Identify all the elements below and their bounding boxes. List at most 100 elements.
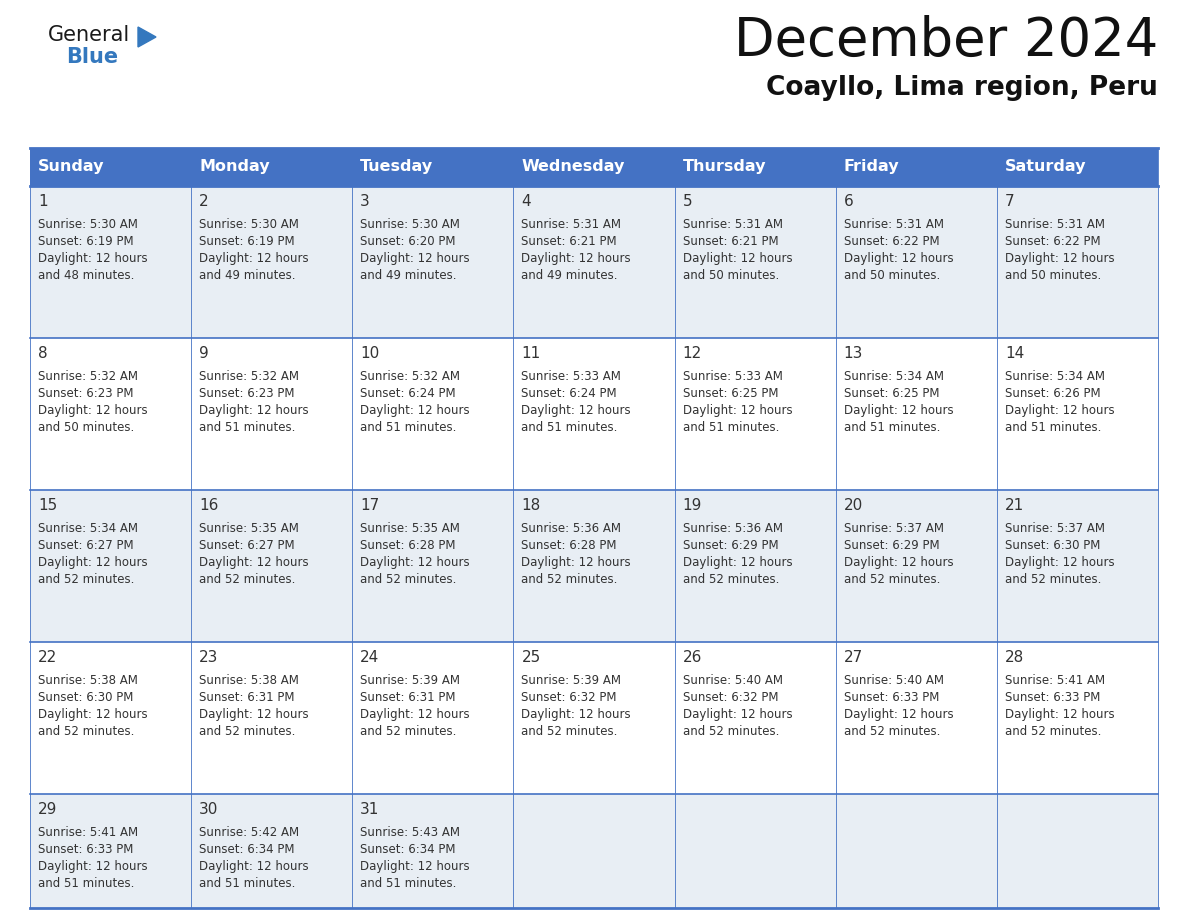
Text: 4: 4 — [522, 194, 531, 209]
Text: Sunrise: 5:33 AM: Sunrise: 5:33 AM — [522, 370, 621, 383]
Text: 3: 3 — [360, 194, 369, 209]
Text: Daylight: 12 hours: Daylight: 12 hours — [360, 252, 470, 265]
Text: Daylight: 12 hours: Daylight: 12 hours — [200, 404, 309, 417]
Text: Sunrise: 5:34 AM: Sunrise: 5:34 AM — [38, 522, 138, 535]
Text: Sunday: Sunday — [38, 160, 105, 174]
Text: Daylight: 12 hours: Daylight: 12 hours — [683, 252, 792, 265]
Text: 29: 29 — [38, 802, 57, 817]
Text: Daylight: 12 hours: Daylight: 12 hours — [38, 860, 147, 873]
Text: and 49 minutes.: and 49 minutes. — [522, 269, 618, 282]
Text: and 52 minutes.: and 52 minutes. — [683, 725, 779, 738]
Text: and 51 minutes.: and 51 minutes. — [38, 877, 134, 890]
Text: Blue: Blue — [67, 47, 118, 67]
Text: Monday: Monday — [200, 160, 270, 174]
Text: and 52 minutes.: and 52 minutes. — [360, 725, 456, 738]
Text: Daylight: 12 hours: Daylight: 12 hours — [200, 860, 309, 873]
Text: Coayllo, Lima region, Peru: Coayllo, Lima region, Peru — [766, 75, 1158, 101]
Text: Sunrise: 5:41 AM: Sunrise: 5:41 AM — [38, 826, 138, 839]
Text: Sunset: 6:19 PM: Sunset: 6:19 PM — [38, 235, 133, 248]
Text: Sunset: 6:29 PM: Sunset: 6:29 PM — [843, 539, 940, 552]
Text: Sunset: 6:19 PM: Sunset: 6:19 PM — [200, 235, 295, 248]
Text: Sunset: 6:27 PM: Sunset: 6:27 PM — [200, 539, 295, 552]
Bar — [30, 338, 1158, 490]
Text: 9: 9 — [200, 346, 209, 361]
Text: Sunrise: 5:34 AM: Sunrise: 5:34 AM — [1005, 370, 1105, 383]
Text: Daylight: 12 hours: Daylight: 12 hours — [200, 556, 309, 569]
Text: Daylight: 12 hours: Daylight: 12 hours — [843, 252, 953, 265]
Text: Sunset: 6:26 PM: Sunset: 6:26 PM — [1005, 387, 1100, 400]
Text: 31: 31 — [360, 802, 380, 817]
Text: 12: 12 — [683, 346, 702, 361]
Text: Sunrise: 5:38 AM: Sunrise: 5:38 AM — [38, 674, 138, 687]
Text: Sunset: 6:30 PM: Sunset: 6:30 PM — [1005, 539, 1100, 552]
Text: and 52 minutes.: and 52 minutes. — [1005, 725, 1101, 738]
Text: Sunset: 6:20 PM: Sunset: 6:20 PM — [360, 235, 456, 248]
Text: and 52 minutes.: and 52 minutes. — [38, 573, 134, 586]
Text: Sunrise: 5:30 AM: Sunrise: 5:30 AM — [38, 218, 138, 231]
Text: and 49 minutes.: and 49 minutes. — [200, 269, 296, 282]
Text: Daylight: 12 hours: Daylight: 12 hours — [683, 404, 792, 417]
Text: 21: 21 — [1005, 498, 1024, 513]
Text: Sunset: 6:24 PM: Sunset: 6:24 PM — [360, 387, 456, 400]
Text: and 51 minutes.: and 51 minutes. — [200, 877, 296, 890]
Bar — [30, 642, 1158, 794]
Text: Daylight: 12 hours: Daylight: 12 hours — [522, 404, 631, 417]
Text: Daylight: 12 hours: Daylight: 12 hours — [38, 404, 147, 417]
Text: Sunrise: 5:31 AM: Sunrise: 5:31 AM — [843, 218, 943, 231]
Text: and 50 minutes.: and 50 minutes. — [38, 421, 134, 434]
Text: Daylight: 12 hours: Daylight: 12 hours — [38, 252, 147, 265]
Text: Sunset: 6:28 PM: Sunset: 6:28 PM — [360, 539, 456, 552]
Text: Daylight: 12 hours: Daylight: 12 hours — [1005, 556, 1114, 569]
Text: Sunrise: 5:39 AM: Sunrise: 5:39 AM — [360, 674, 460, 687]
Text: 28: 28 — [1005, 650, 1024, 665]
Text: Sunset: 6:25 PM: Sunset: 6:25 PM — [683, 387, 778, 400]
Text: Sunset: 6:23 PM: Sunset: 6:23 PM — [200, 387, 295, 400]
Text: Sunset: 6:27 PM: Sunset: 6:27 PM — [38, 539, 133, 552]
Text: Sunrise: 5:31 AM: Sunrise: 5:31 AM — [683, 218, 783, 231]
Text: Sunset: 6:25 PM: Sunset: 6:25 PM — [843, 387, 940, 400]
Text: Sunset: 6:28 PM: Sunset: 6:28 PM — [522, 539, 617, 552]
Text: and 52 minutes.: and 52 minutes. — [522, 725, 618, 738]
Text: General: General — [48, 25, 131, 45]
Text: Sunset: 6:32 PM: Sunset: 6:32 PM — [683, 691, 778, 704]
Text: Daylight: 12 hours: Daylight: 12 hours — [200, 708, 309, 721]
Text: and 52 minutes.: and 52 minutes. — [38, 725, 134, 738]
Text: and 52 minutes.: and 52 minutes. — [843, 573, 940, 586]
Text: 19: 19 — [683, 498, 702, 513]
Text: 22: 22 — [38, 650, 57, 665]
Text: Daylight: 12 hours: Daylight: 12 hours — [38, 708, 147, 721]
Text: and 51 minutes.: and 51 minutes. — [1005, 421, 1101, 434]
Text: Sunrise: 5:33 AM: Sunrise: 5:33 AM — [683, 370, 783, 383]
Text: 27: 27 — [843, 650, 862, 665]
Text: Sunset: 6:24 PM: Sunset: 6:24 PM — [522, 387, 617, 400]
Text: Daylight: 12 hours: Daylight: 12 hours — [1005, 404, 1114, 417]
Text: Daylight: 12 hours: Daylight: 12 hours — [683, 708, 792, 721]
Text: 18: 18 — [522, 498, 541, 513]
Text: Sunrise: 5:37 AM: Sunrise: 5:37 AM — [1005, 522, 1105, 535]
Text: Friday: Friday — [843, 160, 899, 174]
Text: Daylight: 12 hours: Daylight: 12 hours — [522, 252, 631, 265]
Text: Sunrise: 5:43 AM: Sunrise: 5:43 AM — [360, 826, 460, 839]
Text: Daylight: 12 hours: Daylight: 12 hours — [200, 252, 309, 265]
Text: 20: 20 — [843, 498, 862, 513]
Bar — [30, 490, 1158, 642]
Text: and 52 minutes.: and 52 minutes. — [200, 573, 296, 586]
Text: Sunrise: 5:40 AM: Sunrise: 5:40 AM — [683, 674, 783, 687]
Bar — [30, 186, 1158, 338]
Text: Sunset: 6:30 PM: Sunset: 6:30 PM — [38, 691, 133, 704]
Text: and 52 minutes.: and 52 minutes. — [843, 725, 940, 738]
Text: 16: 16 — [200, 498, 219, 513]
Text: Daylight: 12 hours: Daylight: 12 hours — [522, 556, 631, 569]
Text: 15: 15 — [38, 498, 57, 513]
Text: 24: 24 — [360, 650, 379, 665]
Text: Sunset: 6:21 PM: Sunset: 6:21 PM — [683, 235, 778, 248]
Text: Daylight: 12 hours: Daylight: 12 hours — [1005, 252, 1114, 265]
Text: 26: 26 — [683, 650, 702, 665]
Text: Sunrise: 5:37 AM: Sunrise: 5:37 AM — [843, 522, 943, 535]
Text: and 52 minutes.: and 52 minutes. — [360, 573, 456, 586]
Text: Daylight: 12 hours: Daylight: 12 hours — [843, 404, 953, 417]
Text: and 51 minutes.: and 51 minutes. — [522, 421, 618, 434]
Text: Sunset: 6:31 PM: Sunset: 6:31 PM — [200, 691, 295, 704]
Text: Wednesday: Wednesday — [522, 160, 625, 174]
Text: Sunrise: 5:30 AM: Sunrise: 5:30 AM — [360, 218, 460, 231]
